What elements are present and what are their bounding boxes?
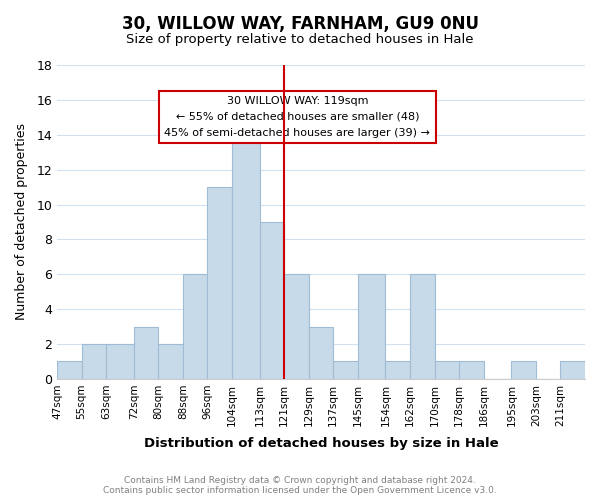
Bar [309, 326, 334, 379]
Bar [134, 326, 158, 379]
Bar [358, 274, 385, 379]
Bar [232, 118, 260, 379]
Bar [260, 222, 284, 379]
Text: 30 WILLOW WAY: 119sqm
← 55% of detached houses are smaller (48)
45% of semi-deta: 30 WILLOW WAY: 119sqm ← 55% of detached … [164, 96, 430, 138]
Text: 30, WILLOW WAY, FARNHAM, GU9 0NU: 30, WILLOW WAY, FARNHAM, GU9 0NU [121, 15, 479, 33]
Bar [334, 362, 358, 379]
Bar [183, 274, 208, 379]
Bar [560, 362, 585, 379]
Bar [511, 362, 536, 379]
Text: Size of property relative to detached houses in Hale: Size of property relative to detached ho… [126, 32, 474, 46]
X-axis label: Distribution of detached houses by size in Hale: Distribution of detached houses by size … [144, 437, 499, 450]
Bar [284, 274, 309, 379]
Bar [57, 362, 82, 379]
Bar [410, 274, 434, 379]
Bar [158, 344, 183, 379]
Bar [459, 362, 484, 379]
Bar [106, 344, 134, 379]
Bar [82, 344, 106, 379]
Bar [385, 362, 410, 379]
Text: Contains HM Land Registry data © Crown copyright and database right 2024.
Contai: Contains HM Land Registry data © Crown c… [103, 476, 497, 495]
Bar [208, 187, 232, 379]
Y-axis label: Number of detached properties: Number of detached properties [15, 124, 28, 320]
Bar [434, 362, 459, 379]
